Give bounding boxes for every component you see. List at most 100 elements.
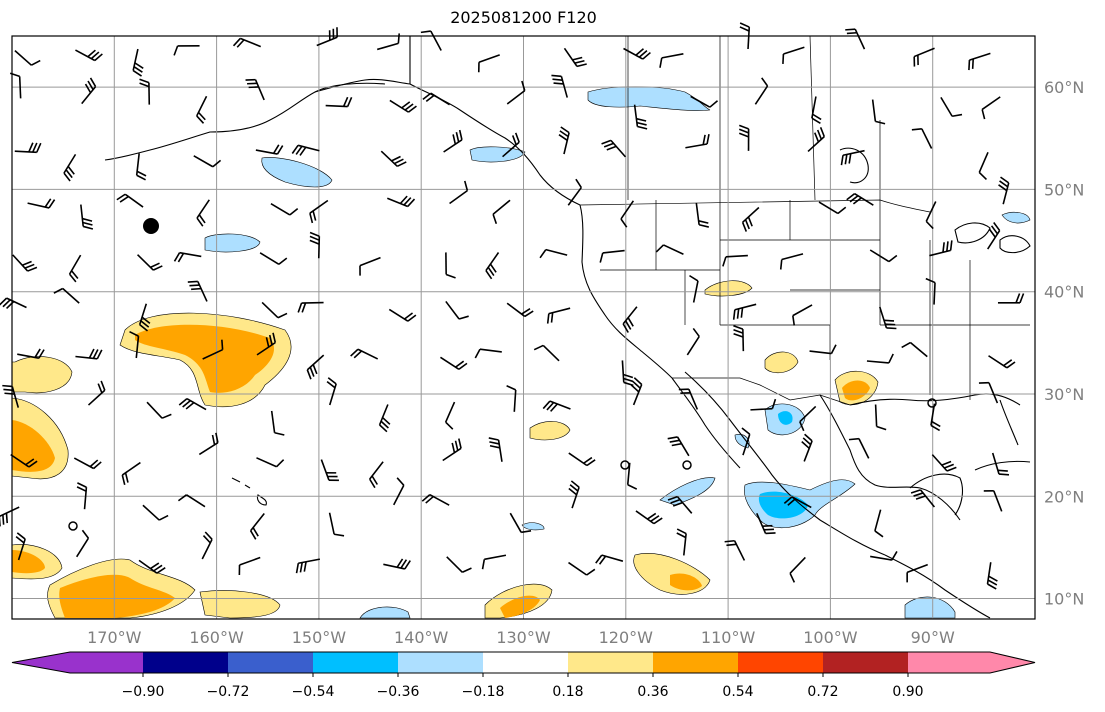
wind-barb [846, 192, 874, 206]
plot-title: 2025081200 F120 [450, 8, 597, 27]
lon-tick-label: 90°W [911, 628, 955, 647]
wind-barb [445, 252, 456, 279]
wind-barb [968, 52, 991, 71]
wind-barb [978, 151, 989, 181]
wind-barb [474, 348, 502, 359]
shading-orange-south3 [500, 595, 540, 618]
us-mexico-border [672, 377, 851, 406]
wind-barb [422, 92, 450, 106]
wind-barb [256, 457, 285, 468]
wind-barb [686, 327, 700, 356]
wind-barb [783, 496, 812, 509]
florida [999, 399, 1019, 446]
wind-barb [53, 287, 80, 304]
wind-barb [879, 306, 897, 330]
wind-barb [15, 532, 26, 561]
wind-barb [801, 433, 813, 462]
wind-barb [978, 381, 999, 404]
wind-barb [75, 49, 103, 62]
alaska-coast [104, 36, 411, 161]
wind-barb [135, 153, 147, 181]
wind-barb [991, 452, 1010, 476]
wind-barb [63, 153, 77, 182]
wind-barb [506, 385, 517, 412]
lon-tick-label: 170°W [87, 628, 142, 647]
wind-barb [940, 96, 963, 118]
wind-barb [295, 558, 321, 574]
lon-tick-label: 140°W [394, 628, 449, 647]
wind-barb [232, 37, 262, 48]
state-lines [600, 200, 1030, 400]
canada-provinces [627, 35, 881, 201]
lon-tick-label: 130°W [496, 628, 551, 647]
wind-barb [393, 477, 405, 506]
wind-barb [388, 308, 417, 322]
wind-barb [270, 410, 285, 436]
hudson [839, 147, 869, 184]
wind-barb [12, 254, 38, 272]
wind-barb [988, 355, 1016, 369]
wind-barb [80, 204, 94, 230]
wind-barb [116, 193, 144, 208]
shading-lightblue-south [359, 606, 411, 619]
wind-barb [901, 341, 928, 358]
colorbar-segment [568, 652, 653, 673]
shading-lightblue-alaska [261, 157, 333, 188]
wind-barb [807, 127, 826, 153]
wind-barb [911, 128, 933, 149]
colorbar-tick-label: 0.18 [552, 684, 583, 700]
wind-barb [809, 344, 837, 355]
wind-barb [558, 126, 570, 155]
wind-barb [270, 202, 299, 216]
wind-barb [733, 325, 745, 352]
baja [671, 377, 741, 469]
wind-barb [440, 356, 468, 370]
wind-barb [685, 134, 710, 149]
wind-barb [695, 202, 710, 228]
wind-barb [481, 554, 507, 570]
wind-barb [442, 438, 462, 462]
wind-barb [925, 277, 936, 305]
wind-barb [75, 348, 103, 360]
colorbar-segment [908, 652, 990, 673]
wind-barb [325, 96, 353, 108]
shading-blue-mexico1 [778, 411, 793, 425]
wind-barb [387, 195, 416, 208]
shading-lightblue-npac [204, 233, 261, 253]
wind-barb [506, 80, 526, 105]
shading-orange-gulf [842, 380, 870, 401]
wind-barb [306, 354, 325, 380]
wind-barb [359, 256, 381, 276]
calm-marker [682, 460, 692, 470]
shading-lightblue-bc [469, 146, 526, 163]
wind-barb [259, 252, 288, 265]
lat-tick-label: 50°N [1044, 180, 1084, 199]
lat-tick-label: 30°N [1044, 385, 1084, 404]
wind-barb [256, 332, 277, 356]
wind-barb [255, 144, 284, 155]
wind-barb [485, 252, 500, 280]
colorbar-segment [398, 652, 483, 673]
colorbar-tick-label: −0.54 [292, 684, 335, 700]
shading-yellow-west1 [11, 356, 73, 394]
wind-barb [874, 404, 887, 431]
wind-barb [724, 539, 746, 561]
wind-barb [477, 54, 500, 73]
wind-barb [840, 149, 865, 166]
wind-barb [368, 461, 384, 489]
wind-barb [509, 512, 532, 534]
wind-barb [328, 512, 345, 537]
wind-barb [754, 77, 769, 105]
wind-barb [138, 303, 151, 332]
lon-tick-label: 100°W [803, 628, 858, 647]
colorbar-extend-high [990, 652, 1035, 673]
wind-barb [599, 249, 625, 263]
lat-tick-label: 40°N [1044, 283, 1084, 302]
shaded-regions [11, 86, 1031, 619]
wind-barb [420, 30, 442, 51]
wind-barb [378, 404, 391, 433]
wind-barb [291, 144, 320, 156]
wind-barb [848, 437, 870, 459]
colorbar-tick-label: 0.90 [892, 684, 923, 700]
wind-barb [779, 253, 804, 270]
